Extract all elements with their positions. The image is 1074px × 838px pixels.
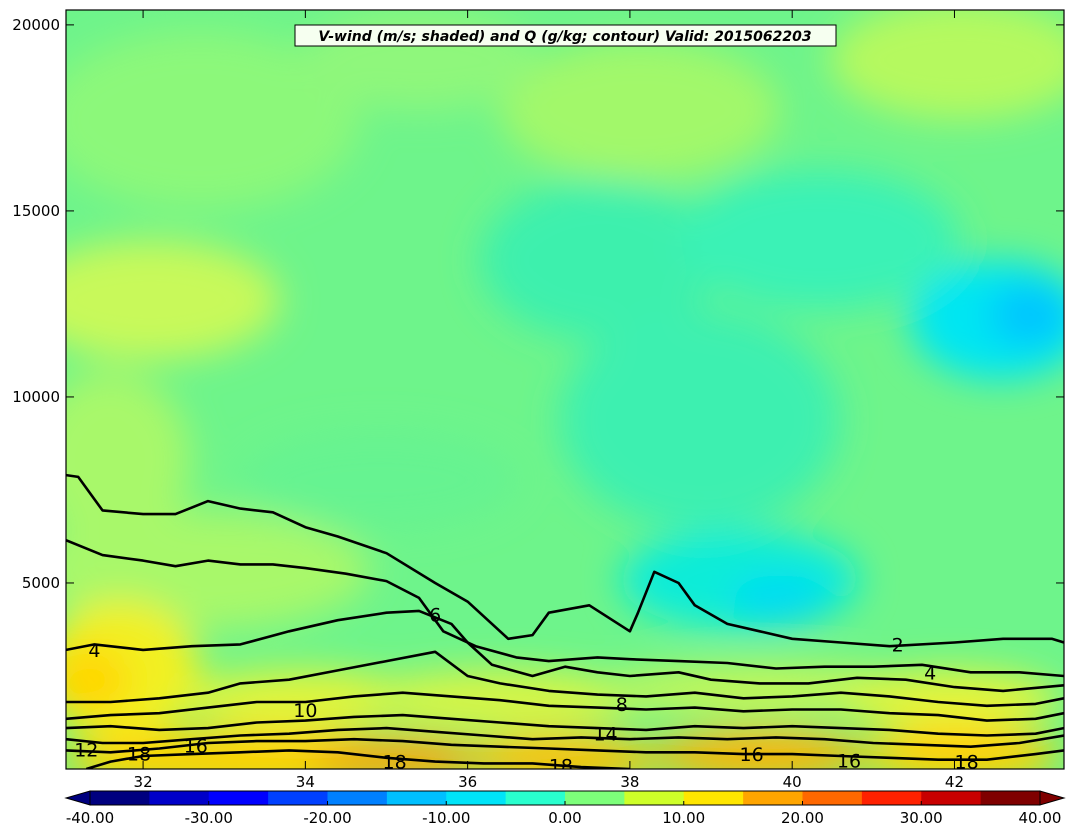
colorbar-tick-label: 0.00 <box>548 809 581 827</box>
contour-line-16 <box>66 737 1064 761</box>
contour-line-6 <box>66 609 1064 693</box>
contour-line-4 <box>66 538 1064 678</box>
contour-label: 8 <box>616 694 628 716</box>
colorbar-tick-label: -40.00 <box>66 809 114 827</box>
colorbar-segment <box>861 791 922 805</box>
contour-label: 18 <box>127 743 151 765</box>
chart-title: V-wind (m/s; shaded) and Q (g/kg; contou… <box>318 29 811 45</box>
contour-label: 16 <box>184 736 208 758</box>
contour-line-2 <box>66 473 1064 648</box>
contour-line-8 <box>66 650 1064 708</box>
colorbar-tick-label: 20.00 <box>781 809 824 827</box>
colorbar-segment <box>743 791 803 805</box>
contour-label: 2 <box>892 634 904 656</box>
y-axis: 5000 10000 15000 20000 <box>12 16 1064 592</box>
x-tick-label: 42 <box>945 773 964 791</box>
colorbar-min-extend <box>64 790 91 806</box>
contour-label: 16 <box>837 750 861 772</box>
colorbar-tick-label: 30.00 <box>900 809 943 827</box>
colorbar-segment <box>802 791 863 805</box>
colorbar-tick-label: 40.00 <box>1019 809 1062 827</box>
contour-label: 18 <box>955 752 979 774</box>
colorbar-segment <box>921 791 982 805</box>
contour-line-10 <box>66 691 1064 722</box>
contour-label: 12 <box>74 739 98 761</box>
x-tick-label: 32 <box>134 773 153 791</box>
colorbar-tick-label: -20.00 <box>303 809 351 827</box>
x-tick-label: 40 <box>783 773 802 791</box>
colorbar-segment <box>683 791 744 805</box>
contour-label: 18 <box>383 752 407 774</box>
colorbar-segment <box>565 791 625 805</box>
contour-label: 6 <box>429 605 441 627</box>
y-tick-label: 10000 <box>12 388 60 406</box>
colorbar-segment <box>624 791 685 805</box>
title-background <box>294 24 837 47</box>
colorbar-tick-label: 10.00 <box>662 809 705 827</box>
colorbar-segment <box>268 791 328 805</box>
contour-label: 18 <box>549 755 573 777</box>
contour-label: 4 <box>924 662 936 684</box>
contour-label: 14 <box>593 724 617 746</box>
colorbar-segment <box>446 791 507 805</box>
x-tick-label: 34 <box>296 773 315 791</box>
colorbar-max-extend <box>1039 790 1066 806</box>
contour-line-14 <box>66 713 1064 737</box>
colorbar-segment <box>149 791 210 805</box>
colorbar: -40.00 -30.00 -20.00 -10.00 0.00 10.00 20.00 30… <box>64 790 1066 827</box>
contour-label: 10 <box>293 700 317 722</box>
y-tick-label: 15000 <box>12 202 60 220</box>
contour-label: 4 <box>88 640 100 662</box>
colorbar-tick-label: -10.00 <box>422 809 470 827</box>
y-tick-label: 20000 <box>12 16 60 34</box>
y-tick-label: 5000 <box>22 574 60 592</box>
contour-line-18 <box>85 749 630 769</box>
colorbar-tick-label: -30.00 <box>185 809 233 827</box>
axes-frame <box>65 9 1065 770</box>
colorbar-segment <box>980 791 1041 805</box>
colorbar-segment <box>208 791 269 805</box>
colorbar-segment <box>386 791 447 805</box>
colorbar-segment <box>90 791 150 805</box>
x-tick-label: 38 <box>620 773 639 791</box>
contour-label: 16 <box>740 744 764 766</box>
title-box: V-wind (m/s; shaded) and Q (g/kg; contou… <box>294 24 837 47</box>
colorbar-segment <box>505 791 566 805</box>
x-tick-label: 36 <box>458 773 477 791</box>
contour-line-12 <box>66 726 1064 748</box>
x-axis: 32 34 36 38 40 42 <box>134 10 964 791</box>
colorbar-segment <box>327 791 388 805</box>
